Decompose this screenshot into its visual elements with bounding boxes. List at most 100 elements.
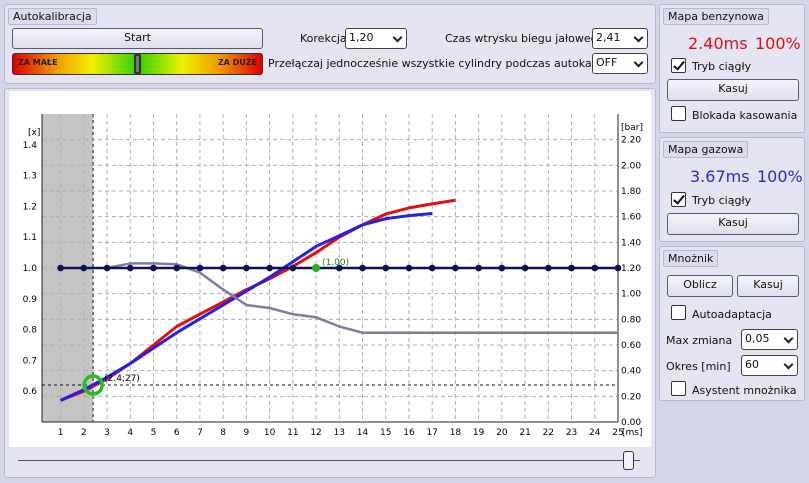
series-line-1 <box>59 212 433 402</box>
chevron-down-icon <box>633 32 644 43</box>
data-point <box>57 264 64 272</box>
idle-time-select[interactable]: 2,41 <box>592 28 648 49</box>
petrol-lock-checkbox[interactable] <box>671 106 686 121</box>
idle-time-value: 2,41 <box>596 31 621 44</box>
x-tick-label: 17 <box>426 428 437 438</box>
petrol-continuous-checkbox[interactable] <box>671 58 686 73</box>
correction-label: Korekcja <box>300 32 347 45</box>
x-tick-label: 5 <box>151 428 157 438</box>
data-point <box>335 264 343 272</box>
data-point <box>196 264 204 272</box>
petrol-percent: 100% <box>755 34 801 53</box>
data-point <box>568 264 575 272</box>
y-right-tick-label: 0.20 <box>621 392 641 402</box>
data-point <box>405 264 413 272</box>
y-left-tick-label: 1.2 <box>23 202 37 212</box>
switch-cylinders-select[interactable]: OFF <box>592 53 648 74</box>
data-point <box>614 264 622 272</box>
x-tick-label: 8 <box>220 428 226 438</box>
x-tick-label: 16 <box>403 428 415 438</box>
data-point <box>545 264 552 272</box>
period-value: 60 <box>745 358 759 371</box>
cursor-marker <box>82 374 104 396</box>
series-line-2 <box>106 262 618 334</box>
y-right-tick-label: 2.00 <box>621 161 641 171</box>
x-tick-label: 21 <box>519 428 530 438</box>
y-right-tick-label: 0.60 <box>621 341 641 351</box>
too-big-label: ZA DUŻE <box>217 58 257 67</box>
max-change-select[interactable]: 0,05 <box>741 329 798 350</box>
y-right-tick-label: 1.60 <box>621 213 641 223</box>
multiplier-assistant-checkbox[interactable] <box>671 381 686 396</box>
y-left-tick-label: 0.8 <box>23 326 38 336</box>
chevron-down-icon <box>392 32 403 43</box>
data-point <box>173 264 181 272</box>
calculate-button[interactable]: Oblicz <box>667 275 733 297</box>
data-point <box>150 264 157 272</box>
x-tick-label: 11 <box>287 428 298 438</box>
x-tick-label: 7 <box>197 428 203 438</box>
x-tick-label: 3 <box>104 428 110 438</box>
x-tick-label: 19 <box>473 428 485 438</box>
correction-value: 1,20 <box>349 31 374 44</box>
period-label: Okres [min] <box>666 360 731 373</box>
petrol-title: Mapa benzynowa <box>663 8 769 25</box>
data-point <box>428 264 436 272</box>
bottom-slider-track[interactable] <box>18 460 640 461</box>
gas-title: Mapa gazowa <box>663 141 749 158</box>
autoadaptation-checkbox[interactable] <box>671 305 686 320</box>
data-point <box>126 264 134 272</box>
gas-continuous-checkbox[interactable] <box>671 192 686 207</box>
y-left-tick-label: 0.6 <box>23 387 38 397</box>
y-right-tick-label: 1.00 <box>621 290 641 300</box>
y-left-tick-label: 0.7 <box>23 356 37 366</box>
x-tick-label: 13 <box>334 428 345 438</box>
y-right-tick-label: 1.20 <box>621 264 641 274</box>
gas-time: 3.67ms <box>690 167 750 186</box>
x-tick-label: 22 <box>543 428 554 438</box>
x-tick-label: 6 <box>174 428 180 438</box>
petrol-continuous-label: Tryb ciągły <box>692 60 752 73</box>
data-point <box>521 264 529 272</box>
y-left-tick-label: 0.9 <box>23 295 38 305</box>
x-tick-label: 2 <box>81 428 87 438</box>
mixture-thumb <box>133 54 141 74</box>
x-tick-label: 15 <box>380 428 391 438</box>
x-tick-label: 20 <box>496 428 508 438</box>
y-left-tick-label: 1.4 <box>23 141 38 151</box>
start-button[interactable]: Start <box>12 28 263 49</box>
bottom-slider-thumb[interactable] <box>622 451 634 470</box>
y-right-tick-label: 1.40 <box>621 238 641 248</box>
y-right-tick-label: 0.00 <box>621 418 641 428</box>
data-point <box>243 264 250 272</box>
petrol-reset-button[interactable]: Kasuj <box>667 79 799 101</box>
x-tick-label: 14 <box>357 428 369 438</box>
max-change-value: 0,05 <box>745 332 770 345</box>
y-right-tick-label: 0.80 <box>621 315 641 325</box>
data-point <box>452 264 459 272</box>
x-tick-label: 4 <box>127 428 133 438</box>
gas-reset-button[interactable]: Kasuj <box>667 213 799 235</box>
period-select[interactable]: 60 <box>741 355 798 376</box>
highlight-label: (1.00) <box>322 258 349 268</box>
switch-cylinders-value: OFF <box>596 56 618 69</box>
y-left-tick-label: 1.3 <box>23 172 37 182</box>
autocal-title: Autokalibracja <box>8 8 97 25</box>
data-point <box>219 264 227 272</box>
max-change-label: Max zmiana <box>666 334 733 347</box>
too-small-label: ZA MAŁE <box>18 58 58 67</box>
correction-select[interactable]: 1,20 <box>345 28 407 49</box>
multiplier-title: Mnożnik <box>663 250 719 267</box>
y-left-unit: [x] <box>28 128 40 138</box>
data-point <box>103 264 111 272</box>
y-right-tick-label: 2.20 <box>621 136 641 146</box>
data-point <box>359 264 366 272</box>
chevron-down-icon <box>783 333 794 344</box>
chevron-down-icon <box>783 359 794 370</box>
gas-percent: 100% <box>757 167 803 186</box>
autoadaptation-label: Autoadaptacja <box>692 308 772 321</box>
data-point <box>475 264 482 272</box>
multiplier-reset-button[interactable]: Kasuj <box>737 275 799 297</box>
data-point <box>382 264 390 272</box>
x-tick-label: 12 <box>310 428 321 438</box>
